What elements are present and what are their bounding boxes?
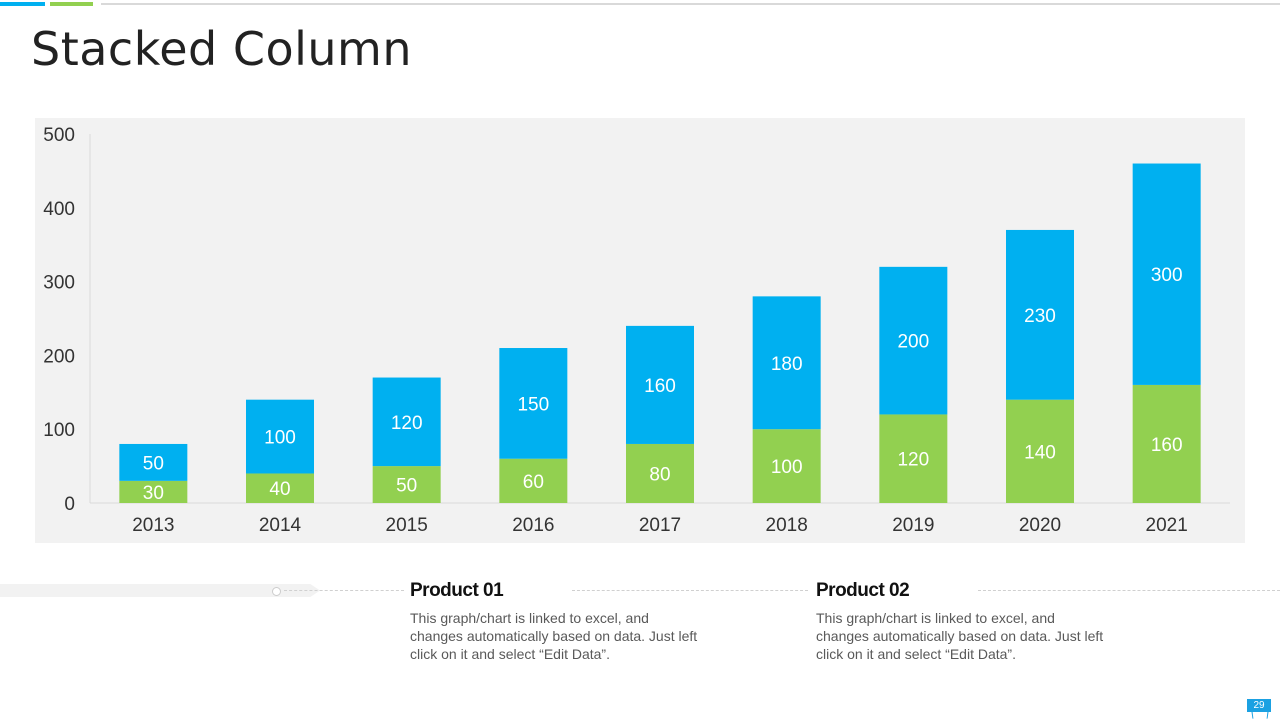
bar-product-01-2019[interactable] <box>879 414 948 503</box>
legend-heading: Product 01 <box>410 580 504 601</box>
y-tick-label: 200 <box>43 346 75 367</box>
data-label: 300 <box>1151 265 1183 286</box>
x-category-label: 2016 <box>512 515 554 536</box>
bar-product-01-2018[interactable] <box>752 429 821 503</box>
accent-bar-green <box>50 2 93 6</box>
bar-product-02-2020[interactable] <box>1006 229 1074 400</box>
bar-product-02-2019[interactable] <box>879 266 948 415</box>
x-category-labels: 2013 2014 2015 2016 2017 2018 2019 2020 2021 <box>132 515 1188 536</box>
x-category-label: 2014 <box>259 515 302 536</box>
y-tick-labels: 0 100 200 300 400 500 <box>43 125 75 515</box>
data-label: 160 <box>1151 435 1183 456</box>
y-tick-label: 300 <box>43 273 75 294</box>
x-category-label: 2018 <box>766 515 808 536</box>
legend-product-02: Product 02 This graph/chart is linked to… <box>816 580 1106 663</box>
page-title: Stacked Column <box>31 22 412 76</box>
bar-product-02-2021[interactable] <box>1132 163 1201 385</box>
x-category-label: 2015 <box>386 515 428 536</box>
legend-heading: Product 02 <box>816 580 910 601</box>
bar-product-02-2013[interactable] <box>119 443 188 481</box>
data-label: 120 <box>897 450 929 471</box>
data-label: 140 <box>1024 442 1056 463</box>
bar-product-01-2020[interactable] <box>1006 399 1074 503</box>
bar-product-02-2018[interactable] <box>752 296 821 430</box>
bar-product-02-2016[interactable] <box>499 348 568 459</box>
bar-product-02-2017[interactable] <box>626 325 694 444</box>
x-category-label: 2017 <box>639 515 681 536</box>
presentation-stand-icon <box>1251 712 1269 719</box>
y-tick-label: 100 <box>43 420 75 441</box>
data-label: 160 <box>644 376 676 397</box>
data-label: 60 <box>523 472 544 493</box>
data-label: 50 <box>143 453 164 474</box>
bar-product-02-2015[interactable] <box>372 377 441 467</box>
x-category-label: 2019 <box>892 515 934 536</box>
data-label: 180 <box>771 354 803 375</box>
page-number: 29 <box>1247 699 1271 712</box>
x-category-label: 2020 <box>1019 515 1061 536</box>
dashed-divider <box>572 590 808 591</box>
y-tick-label: 0 <box>64 494 75 515</box>
legend-description: This graph/chart is linked to excel, and… <box>410 610 698 662</box>
decorative-dot <box>272 587 281 596</box>
data-label: 30 <box>143 483 164 504</box>
bar-product-01-2013[interactable] <box>119 480 188 503</box>
x-category-label: 2021 <box>1146 515 1188 536</box>
legend-product-01: Product 01 This graph/chart is linked to… <box>410 580 700 663</box>
bar-product-02-2014[interactable] <box>246 399 314 474</box>
data-label: 80 <box>649 464 670 485</box>
accent-bar-blue <box>0 2 45 6</box>
data-label: 230 <box>1024 306 1056 327</box>
data-label: 150 <box>517 394 549 415</box>
bar-product-01-2014[interactable] <box>246 473 314 503</box>
data-label: 50 <box>396 476 417 497</box>
data-label: 200 <box>897 332 929 353</box>
data-label: 100 <box>771 457 803 478</box>
decorative-band <box>0 584 320 597</box>
bar-product-01-2021[interactable] <box>1132 384 1201 503</box>
legend-description: This graph/chart is linked to excel, and… <box>816 610 1104 662</box>
bar-product-01-2016[interactable] <box>499 458 568 503</box>
y-tick-label: 400 <box>43 199 75 220</box>
accent-line-grey <box>101 3 1280 5</box>
data-label: 100 <box>264 428 296 449</box>
chart-bars: 30 50 40 100 50 120 60 150 80 160 100 180 120 200 140 2… <box>119 163 1201 504</box>
x-category-label: 2013 <box>132 515 174 536</box>
dashed-divider <box>978 590 1280 591</box>
y-tick-label: 500 <box>43 125 75 146</box>
bar-product-01-2017[interactable] <box>626 443 694 503</box>
data-label: 40 <box>269 479 290 500</box>
dashed-divider <box>284 590 404 591</box>
bar-product-01-2015[interactable] <box>372 466 441 503</box>
data-label: 120 <box>391 413 423 434</box>
